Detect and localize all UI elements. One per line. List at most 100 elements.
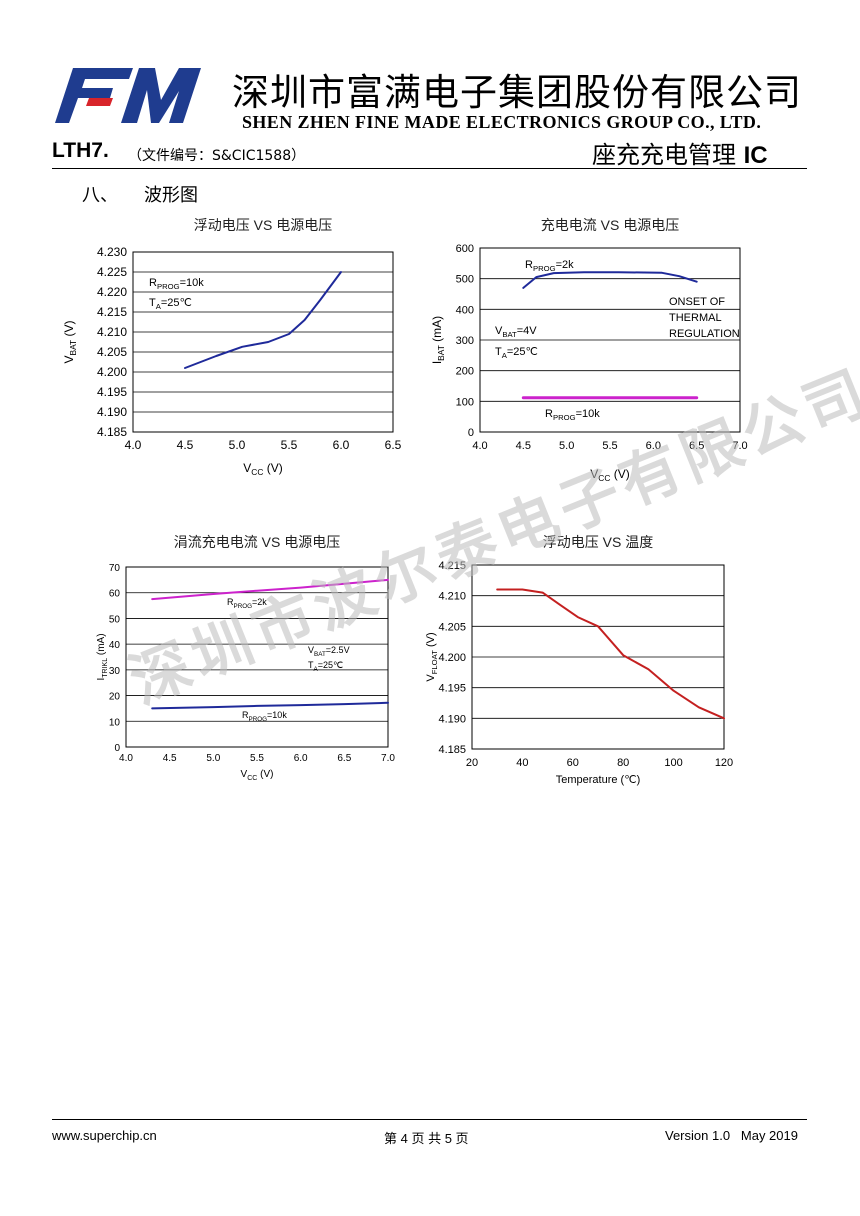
document-number: （文件编号：S&CIC1588） (128, 148, 306, 164)
x-axis-label: VCC (V) (590, 467, 629, 483)
x-tick-label: 40 (516, 757, 528, 769)
y-tick-label: 40 (109, 640, 121, 651)
x-tick-label: 100 (664, 757, 682, 769)
y-axis-label: VFLOAT (V) (425, 632, 439, 681)
chart-annotation: RPROG=2k (525, 259, 574, 273)
x-tick-label: 120 (715, 757, 733, 769)
x-tick-label: 5.0 (206, 753, 220, 764)
chart-annotation: THERMAL (669, 312, 722, 324)
y-axis-label: ITRIKL (mA) (96, 633, 109, 680)
x-tick-label: 5.5 (281, 438, 298, 452)
x-tick-label: 6.5 (337, 753, 351, 764)
x-tick-label: 20 (466, 757, 478, 769)
chart-annotation: REGULATION (669, 328, 740, 340)
y-tick-label: 4.205 (97, 345, 127, 359)
version: Version 1.0 (665, 1128, 731, 1143)
x-tick-label: 7.0 (732, 440, 747, 452)
chart-annotation: RPROG=2k (227, 597, 267, 610)
y-tick-label: 4.200 (97, 365, 127, 379)
x-tick-label: 5.5 (602, 440, 617, 452)
x-tick-label: 6.0 (646, 440, 661, 452)
y-tick-label: 100 (456, 396, 474, 408)
y-tick-label: 400 (456, 304, 474, 316)
footer-version: Version 1.0 May 2019 (665, 1128, 798, 1143)
company-name-cn: 深圳市富满电子集团股份有限公司 (232, 71, 802, 114)
y-tick-label: 4.210 (97, 325, 127, 339)
chart-float-voltage-vs-supply: 浮动电压 VS 电源电压 4.185 4.190 4.195 4.200 4.205 4.2… (62, 217, 402, 477)
x-tick-label: 5.0 (229, 438, 246, 452)
chart-annotation: TA=25℃ (495, 346, 538, 360)
footer-website[interactable]: www.superchip.cn (52, 1128, 157, 1143)
y-tick-label: 200 (456, 366, 474, 378)
page-mid: 页 共 (407, 1131, 445, 1146)
logo-f-shape (55, 68, 133, 123)
company-name-en: SHEN ZHEN FINE MADE ELECTRONICS GROUP CO… (242, 112, 762, 132)
y-tick-label: 4.200 (438, 652, 466, 664)
chart-float-voltage-vs-temperature: 浮动电压 VS 温度 4.185 4.190 4.195 4.200 4.205 4.210… (425, 534, 733, 786)
y-tick-label: 60 (109, 589, 121, 600)
y-tick-label: 4.190 (438, 713, 466, 725)
product-title: 座充充电管理 IC (592, 135, 768, 170)
x-axis-label: Temperature (℃) (556, 774, 641, 786)
footer-page-number: 第 4 页 共 5 页 (384, 1128, 469, 1147)
page-suffix: 页 (451, 1131, 469, 1146)
y-tick-label: 4.215 (438, 560, 466, 572)
y-tick-label: 70 (109, 563, 121, 574)
y-tick-label: 4.195 (438, 683, 466, 695)
chart-title: 涓流充电电流 VS 电源电压 (174, 534, 340, 550)
y-tick-label: 300 (456, 335, 474, 347)
y-tick-label: 50 (109, 614, 121, 625)
product-title-cn: 座充充电管理 (592, 141, 744, 169)
y-tick-label: 500 (456, 274, 474, 286)
x-tick-label: 6.0 (333, 438, 350, 452)
chart-annotation: ONSET OF (669, 296, 725, 308)
page-current: 4 (400, 1131, 408, 1146)
x-tick-label: 4.0 (472, 440, 487, 452)
y-tick-label: 4.225 (97, 265, 127, 279)
chart-annotation: VBAT=2.5V (308, 645, 350, 658)
y-tick-label: 30 (109, 666, 121, 677)
chart-annotation: RPROG=10k (242, 710, 287, 723)
x-tick-label: 5.5 (250, 753, 264, 764)
y-tick-label: 10 (109, 717, 121, 728)
x-axis-label: VCC (V) (243, 461, 282, 477)
footer-divider (52, 1119, 807, 1120)
y-tick-label: 4.230 (97, 245, 127, 259)
x-tick-label: 5.0 (559, 440, 574, 452)
section-title: 波形图 (144, 185, 198, 206)
section-number: 八、 (82, 185, 118, 206)
y-tick-label: 600 (456, 243, 474, 255)
x-axis-label: VCC (V) (241, 769, 274, 782)
y-tick-label: 4.210 (438, 591, 466, 603)
series-line (151, 701, 389, 710)
header-divider (52, 168, 807, 169)
y-tick-label: 4.205 (438, 621, 466, 633)
x-tick-label: 4.5 (516, 440, 531, 452)
y-tick-label: 4.190 (97, 405, 127, 419)
y-tick-label: 0 (468, 427, 474, 439)
x-tick-label: 7.0 (381, 753, 395, 764)
y-tick-label: 4.195 (97, 385, 127, 399)
chart-trickle-current-vs-supply: 涓流充电电流 VS 电源电压 0 10 20 30 40 50 60 70 4.0 4.5 5.0 5.… (96, 534, 395, 782)
logo-m-shape (121, 68, 201, 123)
model-number: LTH7. (52, 139, 109, 162)
fm-logo (55, 68, 201, 123)
page-total: 5 (444, 1131, 452, 1146)
chart-annotation: RPROG=10k (545, 408, 600, 422)
y-tick-label: 4.215 (97, 305, 127, 319)
chart-charge-current-vs-supply: 充电电流 VS 电源电压 0 100 200 300 400 500 600 4.0 4.5 5.0… (430, 217, 748, 483)
x-tick-label: 60 (567, 757, 579, 769)
series-line (184, 271, 342, 369)
chart-annotation: TA=25℃ (149, 297, 192, 311)
y-tick-label: 4.185 (438, 744, 466, 756)
date: May 2019 (740, 1128, 798, 1143)
series-line (151, 578, 389, 601)
chart-annotation: VBAT=4V (495, 325, 537, 339)
x-tick-label: 6.5 (689, 440, 704, 452)
series-line (496, 588, 725, 720)
chart-title: 浮动电压 VS 电源电压 (194, 217, 332, 233)
chart-title: 浮动电压 VS 温度 (543, 534, 653, 550)
x-tick-label: 4.5 (163, 753, 177, 764)
x-tick-label: 6.0 (294, 753, 308, 764)
y-axis-label: IBAT (mA) (430, 316, 446, 364)
